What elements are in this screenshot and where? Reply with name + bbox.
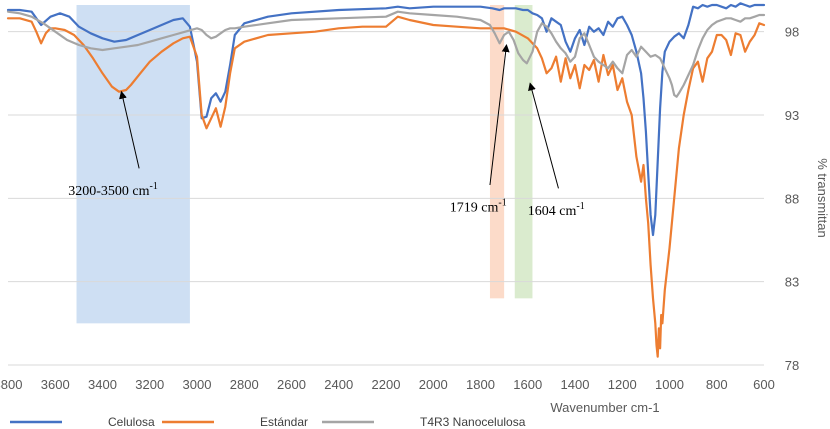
legend-label-estandar: Estándar xyxy=(260,415,308,429)
series-line-estandar xyxy=(6,15,766,358)
series-line-nanocelulosa xyxy=(6,10,766,98)
y-tick-label: 83 xyxy=(785,275,799,290)
x-axis-title: Wavenumber cm-1 xyxy=(550,400,659,415)
annotation-3200-3500-label: 3200-3500 cm-1 xyxy=(68,181,158,199)
highlight-bands xyxy=(76,5,533,324)
x-tick-label: 2400 xyxy=(324,377,353,392)
x-tick-label: 1200 xyxy=(608,377,637,392)
y-axis-title: % transmittan xyxy=(815,158,830,237)
band-1719 xyxy=(489,5,505,299)
x-tick-label: 3000 xyxy=(183,377,212,392)
legend-label-nanocelulosa: T4R3 Nanocelulosa xyxy=(420,415,526,429)
annotation-3200-3500-arrow xyxy=(119,90,140,169)
legend-label-celulosa: Celulosa xyxy=(108,415,155,429)
x-axis-ticks: 3800 3600 3400 3200 3000 2800 2600 2400 2200 2000… xyxy=(0,377,775,392)
x-tick-label: 3800 xyxy=(0,377,22,392)
y-tick-label: 98 xyxy=(785,25,799,40)
y-tick-label: 93 xyxy=(785,108,799,123)
x-tick-label: 3200 xyxy=(135,377,164,392)
annotation-1604-arrow xyxy=(528,82,559,189)
x-tick-label: 800 xyxy=(706,377,728,392)
x-tick-label: 1000 xyxy=(655,377,684,392)
x-tick-label: 2800 xyxy=(230,377,259,392)
y-axis-ticks: 98 93 88 83 78 xyxy=(785,25,799,373)
band-3200-3500 xyxy=(76,5,190,324)
y-tick-label: 78 xyxy=(785,358,799,373)
y-tick-label: 88 xyxy=(785,191,799,206)
x-tick-label: 2000 xyxy=(419,377,448,392)
x-tick-label: 1800 xyxy=(466,377,495,392)
annotation-1604-label: 1604 cm-1 xyxy=(528,201,585,219)
x-tick-label: 3600 xyxy=(41,377,70,392)
annotation-1719-label: 1719 cm-1 xyxy=(450,198,507,216)
annotations: 3200-3500 cm-1 1719 cm-1 1604 cm-1 xyxy=(68,44,585,219)
gridlines xyxy=(8,31,764,366)
x-tick-label: 2600 xyxy=(277,377,306,392)
x-tick-label: 1600 xyxy=(513,377,542,392)
series-line-celulosa xyxy=(6,2,766,237)
x-tick-label: 600 xyxy=(753,377,775,392)
annotation-1719-arrow xyxy=(489,44,510,186)
series-lines xyxy=(6,2,766,358)
x-tick-label: 3400 xyxy=(88,377,117,392)
legend: Celulosa Estándar T4R3 Nanocelulosa xyxy=(10,415,526,429)
x-tick-label: 2200 xyxy=(372,377,401,392)
band-1604 xyxy=(514,5,533,299)
x-tick-label: 1400 xyxy=(561,377,590,392)
